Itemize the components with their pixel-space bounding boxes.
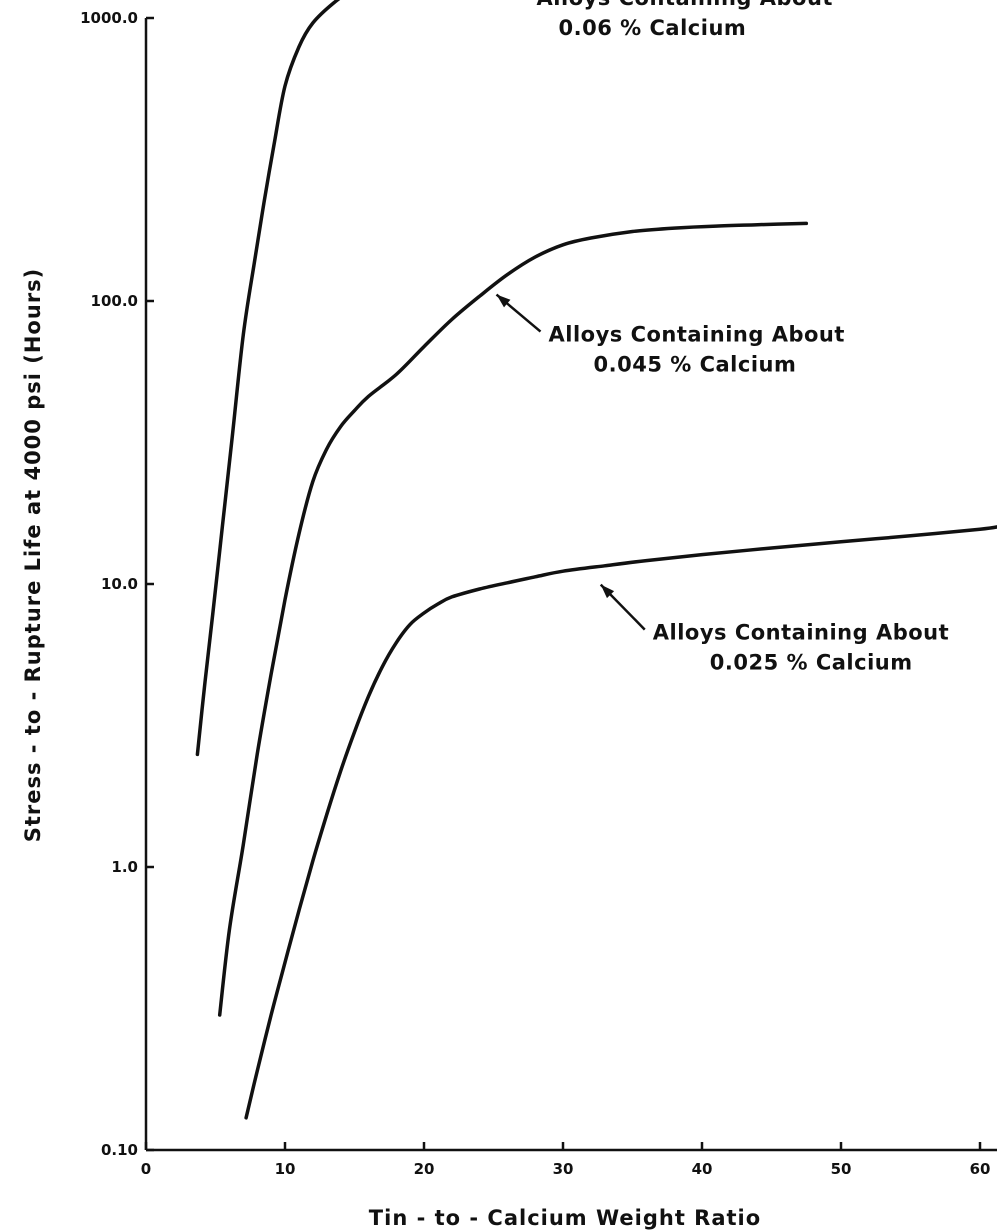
annotation-line-2: 0.025 % Calcium — [710, 651, 913, 675]
annotation-arrowhead — [600, 584, 615, 599]
annotation-line-2: 0.045 % Calcium — [594, 353, 797, 377]
y-tick-label: 100.0 — [91, 292, 138, 310]
x-axis-label: Tin - to - Calcium Weight Ratio — [369, 1206, 761, 1230]
annotation-arrowhead — [496, 294, 511, 308]
annotation-line-2: 0.06 % Calcium — [559, 16, 747, 40]
chart-axes — [144, 18, 997, 1152]
series-curve — [217, 221, 809, 1017]
y-tick-label: 0.10 — [101, 1141, 138, 1159]
annotation-line-1: Alloys Containing About — [549, 323, 845, 347]
x-tick-label: 10 — [275, 1160, 296, 1178]
y-tick-label: 1.0 — [111, 858, 138, 876]
x-tick-label: 30 — [553, 1160, 574, 1178]
annotation-line-1: Alloys Containing About — [653, 621, 949, 645]
y-ticks: 0.10 1.0 10.0 100.0 1000.0 — [80, 9, 154, 1159]
series-curve — [244, 525, 997, 1120]
x-tick-label: 20 — [414, 1160, 435, 1178]
y-axis-label: Stress - to - Rupture Life at 4000 psi (… — [21, 268, 45, 843]
x-tick-label: 40 — [692, 1160, 713, 1178]
x-tick-label: 50 — [831, 1160, 852, 1178]
x-tick-label: 60 — [970, 1160, 991, 1178]
series-annotations: Alloys Containing About 0.06 % Calcium All… — [495, 0, 949, 675]
y-tick-label: 10.0 — [101, 575, 138, 593]
series-curves — [195, 0, 997, 1120]
y-tick-label: 1000.0 — [80, 9, 138, 27]
annotation-line-1: Alloys Containing About — [537, 0, 833, 10]
x-tick-label: 0 — [141, 1160, 151, 1178]
x-ticks: 0 10 20 30 40 50 60 — [141, 1142, 991, 1178]
series-curve — [195, 0, 341, 757]
